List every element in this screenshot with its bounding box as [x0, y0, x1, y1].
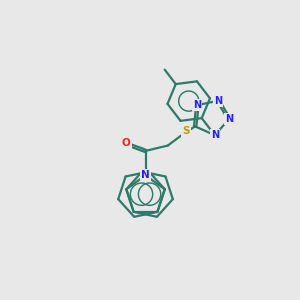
- Text: N: N: [214, 96, 222, 106]
- Text: N: N: [141, 170, 150, 180]
- Text: N: N: [193, 100, 202, 110]
- Text: S: S: [182, 126, 190, 136]
- Text: N: N: [211, 130, 219, 140]
- Text: O: O: [122, 138, 130, 148]
- Text: N: N: [225, 114, 233, 124]
